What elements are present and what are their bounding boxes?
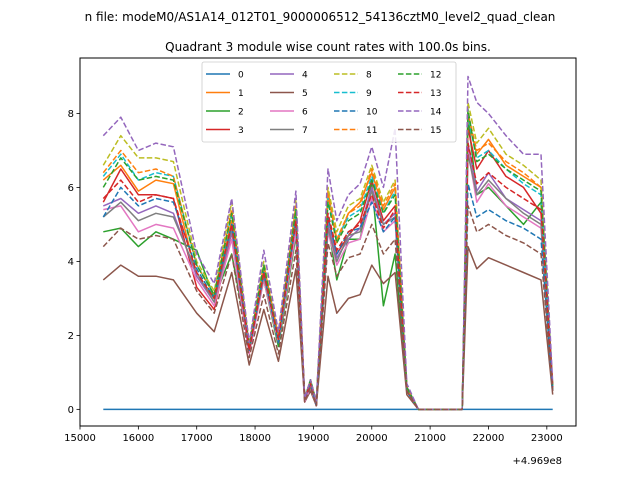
series-line-15 — [102, 205, 554, 411]
legend-label-14: 14 — [430, 108, 442, 118]
x-axis-offset-label: +4.969e8 — [512, 456, 562, 467]
y-tick-label-4: 4 — [68, 257, 74, 268]
series-line-11 — [102, 112, 554, 411]
series-line-14 — [102, 75, 554, 411]
x-tick-label-16000: 16000 — [122, 433, 154, 444]
x-tick-label-21000: 21000 — [414, 433, 446, 444]
legend-label-2: 2 — [238, 108, 244, 118]
y-tick-label-6: 6 — [68, 183, 74, 194]
x-tick-label-17000: 17000 — [181, 433, 213, 444]
legend-label-5: 5 — [302, 89, 308, 99]
series-line-6 — [103, 149, 554, 411]
series-line-10 — [102, 182, 554, 411]
legend-frame — [201, 61, 457, 143]
series-line-8 — [102, 101, 554, 411]
x-tick-label-22000: 22000 — [473, 433, 505, 444]
figure-suptitle: n file: modeM0/AS1A14_012T01_9000006512_… — [85, 10, 556, 24]
series-line-4 — [103, 142, 554, 411]
x-tick-label-20000: 20000 — [356, 433, 388, 444]
chart-title: Quadrant 3 module wise count rates with … — [165, 40, 491, 54]
legend-label-0: 0 — [238, 71, 244, 81]
series-line-5 — [102, 245, 554, 411]
legend-label-4: 4 — [302, 71, 308, 81]
series-line-12 — [102, 109, 554, 411]
legend-label-7: 7 — [302, 126, 308, 136]
x-tick-label-15000: 15000 — [64, 433, 96, 444]
y-tick-label-0: 0 — [68, 405, 74, 416]
series-line-13 — [102, 142, 554, 411]
x-tick-label-23000: 23000 — [531, 433, 563, 444]
legend-label-12: 12 — [430, 71, 441, 81]
legend-label-8: 8 — [366, 71, 372, 81]
legend-label-11: 11 — [366, 126, 377, 136]
legend-label-15: 15 — [430, 126, 441, 136]
legend-label-1: 1 — [238, 89, 244, 99]
legend-label-6: 6 — [302, 108, 308, 118]
x-tick-label-19000: 19000 — [298, 433, 330, 444]
axes-layer: 15000 16000 17000 18000 19000 20000 21000 22000… — [64, 109, 563, 444]
x-tick-label-18000: 18000 — [239, 433, 271, 444]
legend-label-3: 3 — [238, 126, 244, 136]
y-tick-label-8: 8 — [68, 109, 74, 120]
legend-label-9: 9 — [366, 89, 372, 99]
legend-label-13: 13 — [430, 89, 441, 99]
y-tick-label-2: 2 — [68, 331, 74, 342]
legend-label-10: 10 — [366, 108, 378, 118]
series-layer — [102, 75, 554, 411]
series-line-7 — [102, 153, 554, 411]
